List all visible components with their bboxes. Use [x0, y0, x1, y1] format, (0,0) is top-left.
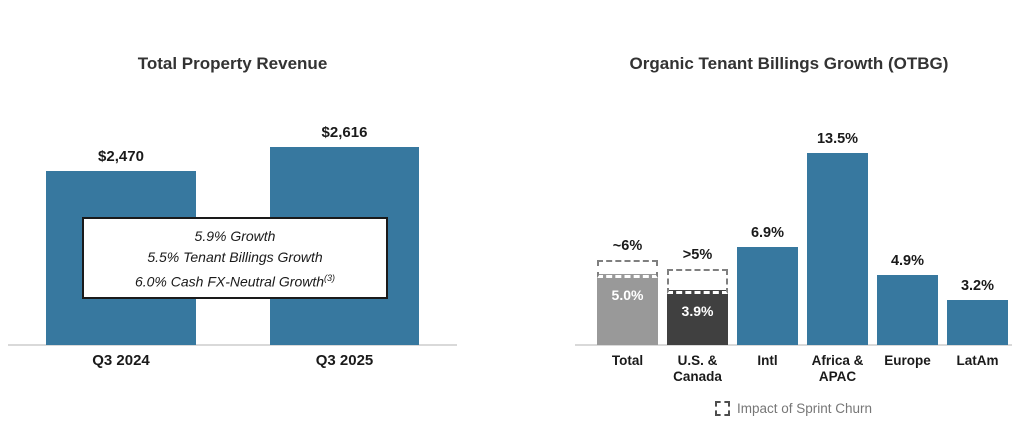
otbg-bar-u-s-canada: [667, 290, 728, 345]
left-x-axis-line: [8, 344, 457, 346]
x-axis-label-africa-apac: Africa & APAC: [811, 353, 864, 384]
annotation-line-2: 5.5% Tenant Billings Growth: [147, 249, 323, 265]
annotation-line-3: 6.0% Cash FX-Neutral Growth(3): [134, 273, 336, 290]
otbg-value-label-total: 5.0%: [611, 287, 644, 303]
sprint-churn-dashed-box-total: [597, 260, 658, 278]
otbg-bar-europe: [877, 275, 938, 345]
right-x-axis-line: [575, 344, 1012, 346]
left-chart-title: Total Property Revenue: [137, 54, 328, 73]
x-axis-label-europe: Europe: [884, 353, 931, 368]
x-axis-label-u-s-canada: U.S. & Canada: [673, 353, 722, 384]
revenue-value-label: $2,470: [98, 148, 144, 165]
legend-label: Impact of Sprint Churn: [736, 400, 873, 416]
x-axis-label-q3-2025: Q3 2025: [315, 352, 374, 369]
growth-annotation-box: 5.9% Growth 5.5% Tenant Billings Growth …: [82, 217, 388, 299]
churn-value-label-total: ~6%: [612, 238, 643, 254]
sprint-churn-dashed-box-u-s-canada: [667, 269, 728, 294]
otbg-value-label-intl: 6.9%: [750, 225, 785, 241]
x-axis-label-intl: Intl: [757, 353, 778, 368]
x-axis-label-latam: LatAm: [956, 353, 999, 368]
otbg-value-label-europe: 4.9%: [890, 253, 925, 269]
sprint-churn-legend: Impact of Sprint Churn: [575, 398, 1012, 418]
otbg-value-label-u-s-canada: 3.9%: [681, 303, 714, 319]
otbg-bar-africa-apac: [807, 153, 868, 345]
otbg-bar-intl: [737, 247, 798, 345]
dashed-box-icon: [714, 400, 730, 416]
otbg-value-label-africa-apac: 13.5%: [816, 131, 859, 147]
x-axis-label-q3-2024: Q3 2024: [92, 352, 150, 369]
x-axis-label-total: Total: [611, 353, 644, 368]
right-chart-title: Organic Tenant Billings Growth (OTBG): [629, 54, 949, 73]
footnote-marker: (3): [324, 273, 336, 283]
otbg-bar-latam: [947, 300, 1008, 345]
churn-value-label-u-s-canada: >5%: [682, 247, 713, 263]
annotation-line-1: 5.9% Growth: [194, 228, 276, 244]
revenue-value-label: $2,616: [321, 124, 368, 141]
otbg-value-label-latam: 3.2%: [960, 278, 995, 294]
otbg-bar-total: [597, 274, 658, 345]
